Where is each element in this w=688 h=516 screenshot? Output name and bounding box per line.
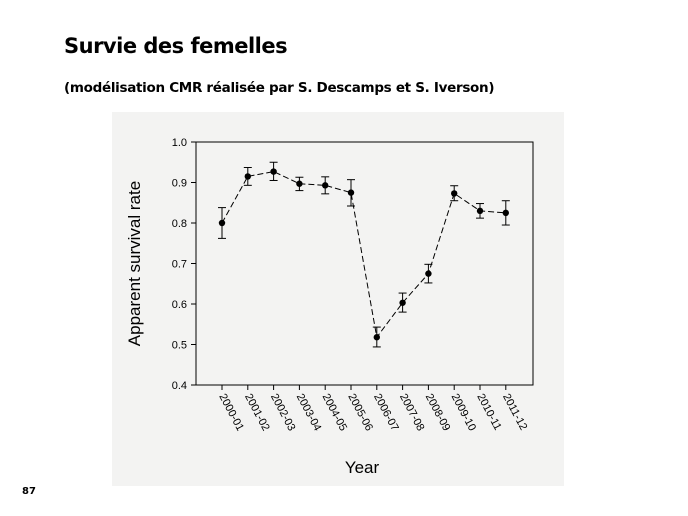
- x-tick-label: 2000-01: [216, 392, 246, 433]
- survival-chart: 0.40.50.60.70.80.91.02000-012001-022002-…: [125, 137, 534, 477]
- data-point: [476, 207, 484, 215]
- x-tick-label: 2010-11: [474, 392, 503, 433]
- y-tick-label: 0.5: [172, 340, 187, 352]
- data-point: [502, 209, 509, 217]
- y-tick-label: 0.8: [172, 218, 187, 230]
- data-point: [322, 182, 329, 189]
- series-line: [221, 171, 506, 339]
- slide-subtitle: (modélisation CMR réalisée par S. Descam…: [64, 80, 495, 96]
- y-tick-label: 0.4: [172, 380, 187, 392]
- y-tick-label: 0.9: [172, 178, 187, 190]
- data-point: [451, 190, 458, 197]
- y-axis-label: Apparent survival rate: [125, 181, 144, 346]
- data-point: [296, 180, 303, 187]
- data-point: [270, 168, 277, 175]
- data-point: [425, 270, 432, 277]
- data-point: [399, 299, 406, 306]
- data-point: [373, 334, 380, 341]
- chart-panel: 0.4 0.5 0.6 0.7 0.8 0.9 1.0 2000-01 2001-02 2002-…: [112, 112, 564, 486]
- data-point: [347, 189, 355, 196]
- data-point: [244, 173, 251, 180]
- page-number: 87: [22, 486, 36, 497]
- y-tick-label: 0.7: [172, 259, 187, 271]
- data-point: [218, 219, 226, 227]
- slide-title: Survie des femelles: [64, 34, 288, 58]
- x-axis-label: Year: [345, 458, 380, 477]
- y-tick-label: 0.6: [172, 299, 187, 311]
- x-tick-label: 2011-12: [500, 392, 529, 433]
- y-tick-label: 1.0: [172, 137, 187, 149]
